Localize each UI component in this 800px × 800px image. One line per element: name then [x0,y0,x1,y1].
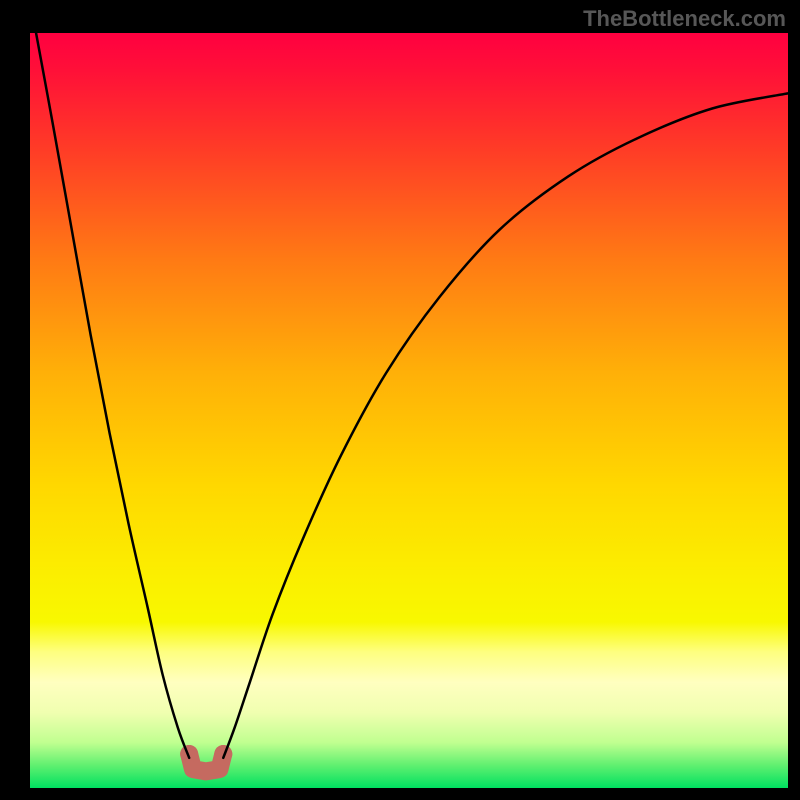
curve-left-branch [36,33,189,758]
valley-marker-cap-left [180,745,198,763]
chart-container: TheBottleneck.com [0,0,800,800]
plot-area [30,33,788,788]
watermark-text: TheBottleneck.com [583,6,786,32]
valley-marker-cap-right [214,745,232,763]
curve-right-branch [223,93,788,757]
curve-layer [30,33,788,788]
